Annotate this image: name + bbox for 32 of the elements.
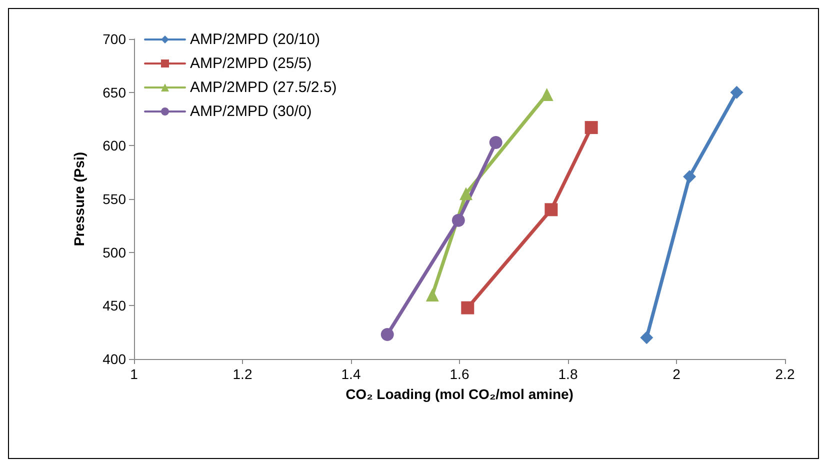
y-axis-title: Pressure (Psi) bbox=[71, 152, 87, 246]
point bbox=[489, 136, 502, 149]
point bbox=[460, 187, 473, 200]
x-tick-label: 2.2 bbox=[775, 366, 795, 382]
y-tick-label: 400 bbox=[102, 351, 126, 367]
x-tick-label: 1 bbox=[130, 366, 138, 382]
y-tick-label: 650 bbox=[102, 84, 126, 100]
y-tick-label: 500 bbox=[102, 244, 126, 260]
x-tick-label: 1.6 bbox=[450, 366, 470, 382]
legend-label: AMP/2MPD (30/0) bbox=[190, 103, 312, 120]
x-axis-title: CO₂ Loading (mol CO₂/mol amine) bbox=[346, 386, 574, 402]
point bbox=[584, 121, 598, 134]
legend-label: AMP/2MPD (20/10) bbox=[190, 31, 320, 48]
point bbox=[540, 88, 554, 101]
point bbox=[380, 328, 394, 341]
point bbox=[683, 170, 696, 184]
y-tick-label: 450 bbox=[102, 298, 126, 314]
x-tick-label: 1.2 bbox=[232, 366, 252, 382]
point bbox=[426, 288, 439, 302]
y-tick-label: 550 bbox=[102, 191, 126, 207]
x-tick-label: 1.8 bbox=[558, 366, 578, 382]
legend-label: AMP/2MPD (25/5) bbox=[190, 55, 312, 72]
point bbox=[452, 214, 465, 227]
point bbox=[544, 203, 558, 216]
point bbox=[640, 331, 654, 344]
y-tick-label: 600 bbox=[102, 138, 126, 154]
point bbox=[461, 301, 474, 314]
legend-label: AMP/2MPD (27.5/2.5) bbox=[190, 79, 337, 96]
point bbox=[730, 86, 744, 99]
y-tick-label: 700 bbox=[102, 31, 126, 47]
x-tick-label: 2 bbox=[672, 366, 681, 382]
x-tick-label: 1.4 bbox=[341, 366, 361, 382]
